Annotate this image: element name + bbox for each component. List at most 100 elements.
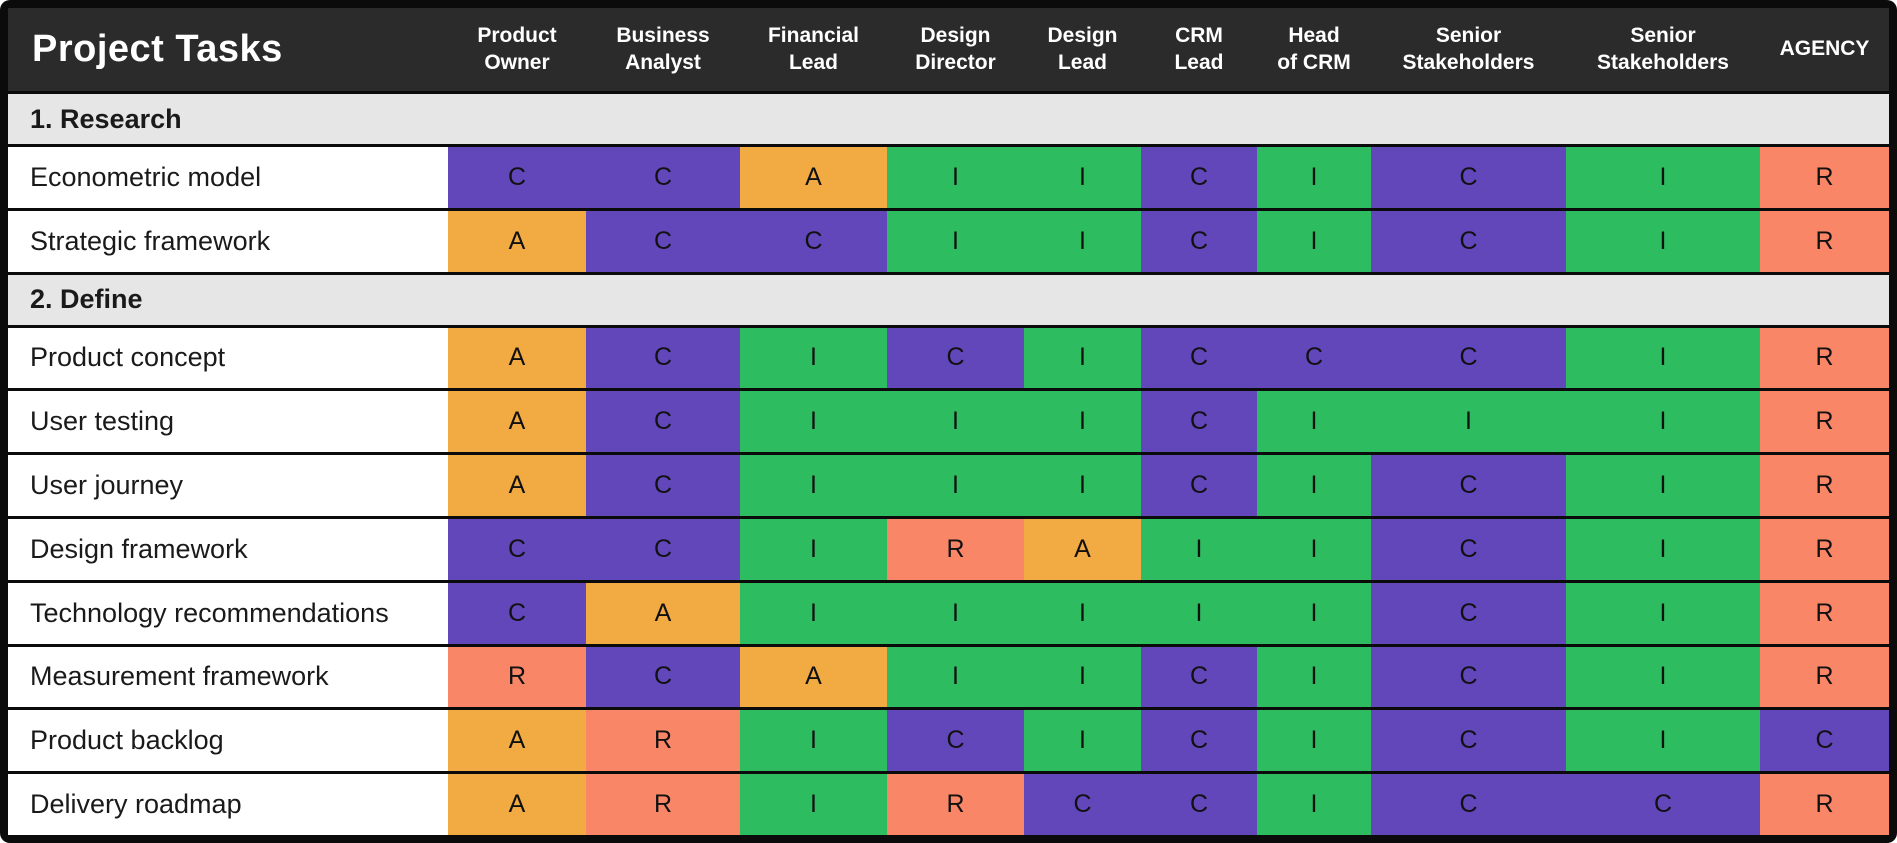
table-row: Design framework C C I R A I I C I R [8, 515, 1889, 580]
column-header-1-product-owner: Product Owner [477, 24, 557, 74]
raci-cell-i: I [1566, 147, 1760, 208]
raci-cell-i: I [887, 391, 1024, 453]
raci-cell-i: I [1257, 646, 1371, 708]
raci-cell-c: C [1371, 646, 1566, 708]
raci-cell-i: I [740, 327, 887, 389]
raci-cell-c: C [1141, 327, 1257, 389]
task-label: Technology recommendations [8, 582, 448, 644]
raci-cell-i: I [887, 147, 1024, 208]
table-row: User journey A C I I I C I C I R [8, 452, 1889, 516]
raci-cell-i: I [740, 774, 887, 835]
raci-cell-i: I [1257, 147, 1371, 208]
raci-cell-a: A [448, 774, 586, 835]
raci-cell-i: I [740, 391, 887, 453]
task-label: Econometric model [8, 147, 448, 208]
raci-cell-c: C [1371, 210, 1566, 272]
raci-cell-i: I [887, 455, 1024, 516]
task-label: Strategic framework [8, 210, 448, 272]
section-title: 1. Research [30, 103, 182, 134]
raci-cell-a: A [740, 646, 887, 708]
table-row: Delivery roadmap A R I R C C I C C R [8, 771, 1889, 835]
task-label: User journey [8, 455, 448, 516]
raci-cell-i: I [1257, 210, 1371, 272]
raci-cell-c: C [586, 210, 740, 272]
column-header-9-senior-stakeholders: Senior Stakeholders [1597, 24, 1729, 74]
raci-cell-c: C [1141, 710, 1257, 772]
raci-cell-i: I [740, 710, 887, 772]
raci-cell-i: I [1141, 518, 1257, 580]
table-row: User testing A C I I I C I I I R [8, 388, 1889, 453]
raci-cell-c: C [1257, 327, 1371, 389]
raci-cell-i: I [1024, 710, 1141, 772]
raci-cell-i: I [1566, 455, 1760, 516]
raci-cell-c: C [740, 210, 887, 272]
raci-cell-c: C [586, 455, 740, 516]
raci-cell-c: C [1566, 774, 1760, 835]
raci-cell-r: R [887, 518, 1024, 580]
raci-cell-i: I [1024, 455, 1141, 516]
raci-cell-c: C [1141, 391, 1257, 453]
raci-cell-i: I [1024, 391, 1141, 453]
raci-cell-c: C [1141, 455, 1257, 516]
column-header-8-senior-stakeholders: Senior Stakeholders [1402, 24, 1535, 74]
raci-cell-c: C [448, 582, 586, 644]
raci-cell-r: R [1760, 518, 1889, 580]
raci-cell-c: C [1371, 327, 1566, 389]
column-header-7-head-of-crm: Head of CRM [1277, 24, 1351, 74]
raci-cell-i: I [1024, 646, 1141, 708]
table-row: Measurement framework R C A I I C I C I R [8, 643, 1889, 708]
section-title: 2. Define [30, 284, 143, 315]
raci-cell-i: I [1566, 646, 1760, 708]
table-row: Product backlog A R I C I C I C I C [8, 707, 1889, 772]
task-label: Product concept [8, 327, 448, 389]
raci-cell-i: I [1566, 391, 1760, 453]
column-header-4-design-director: Design Director [915, 24, 996, 74]
raci-cell-r: R [1760, 646, 1889, 708]
task-label: Delivery roadmap [8, 774, 448, 835]
title-cell: Project Tasks [8, 8, 448, 91]
raci-cell-r: R [1760, 327, 1889, 389]
raci-cell-i: I [1371, 391, 1566, 453]
raci-cell-c: C [1371, 774, 1566, 835]
task-label: Measurement framework [8, 646, 448, 708]
raci-cell-c: C [1371, 518, 1566, 580]
raci-cell-a: A [448, 391, 586, 453]
table-row: Technology recommendations C A I I I I I C I R [8, 579, 1889, 644]
raci-cell-i: I [740, 582, 887, 644]
raci-cell-r: R [1760, 455, 1889, 516]
raci-cell-c: C [1141, 147, 1257, 208]
raci-cell-c: C [586, 391, 740, 453]
raci-cell-i: I [1257, 582, 1371, 644]
task-label: Product backlog [8, 710, 448, 772]
raci-cell-c: C [1371, 147, 1566, 208]
raci-cell-i: I [1024, 147, 1141, 208]
raci-cell-r: R [1760, 582, 1889, 644]
raci-cell-i: I [1257, 518, 1371, 580]
raci-cell-c: C [887, 327, 1024, 389]
raci-cell-c: C [586, 147, 740, 208]
raci-cell-c: C [1141, 210, 1257, 272]
raci-cell-a: A [448, 710, 586, 772]
raci-cell-r: R [1760, 147, 1889, 208]
raci-cell-r: R [586, 710, 740, 772]
raci-cell-a: A [586, 582, 740, 644]
raci-cell-i: I [1024, 327, 1141, 389]
raci-cell-i: I [740, 455, 887, 516]
raci-cell-a: A [448, 210, 586, 272]
raci-cell-i: I [887, 210, 1024, 272]
task-label: User testing [8, 391, 448, 453]
table-row: Econometric model C C A I I C I C I R [8, 144, 1889, 208]
raci-cell-a: A [1024, 518, 1141, 580]
raci-cell-c: C [586, 518, 740, 580]
raci-cell-c: C [448, 518, 586, 580]
task-label: Design framework [8, 518, 448, 580]
raci-cell-c: C [1141, 774, 1257, 835]
column-header-10-agency: AGENCY [1779, 37, 1870, 61]
raci-cell-i: I [1257, 391, 1371, 453]
raci-cell-i: I [1257, 774, 1371, 835]
raci-cell-i: I [1257, 455, 1371, 516]
table-body: 1. Research Econometric model C C A I I C I C I R St… [8, 91, 1889, 835]
raci-cell-r: R [586, 774, 740, 835]
raci-cell-i: I [1566, 327, 1760, 389]
